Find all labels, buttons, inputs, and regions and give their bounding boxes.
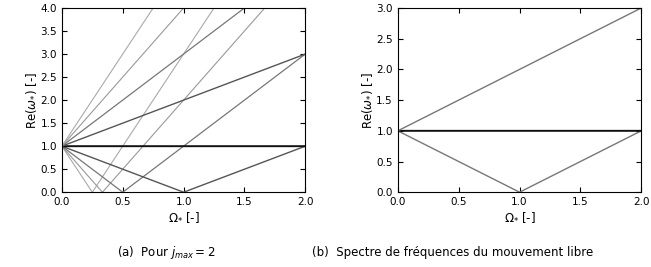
X-axis label: $\Omega_{*}$ [-]: $\Omega_{*}$ [-]: [168, 210, 199, 224]
X-axis label: $\Omega_{*}$ [-]: $\Omega_{*}$ [-]: [504, 210, 535, 224]
Text: (a)  Pour $j_{max} = 2$: (a) Pour $j_{max} = 2$: [117, 244, 215, 261]
Text: (b)  Spectre de fréquences du mouvement libre: (b) Spectre de fréquences du mouvement l…: [312, 246, 593, 259]
Y-axis label: Re($\omega_{*}$) [-]: Re($\omega_{*}$) [-]: [359, 72, 374, 129]
Y-axis label: Re($\omega_{*}$) [-]: Re($\omega_{*}$) [-]: [23, 72, 38, 129]
